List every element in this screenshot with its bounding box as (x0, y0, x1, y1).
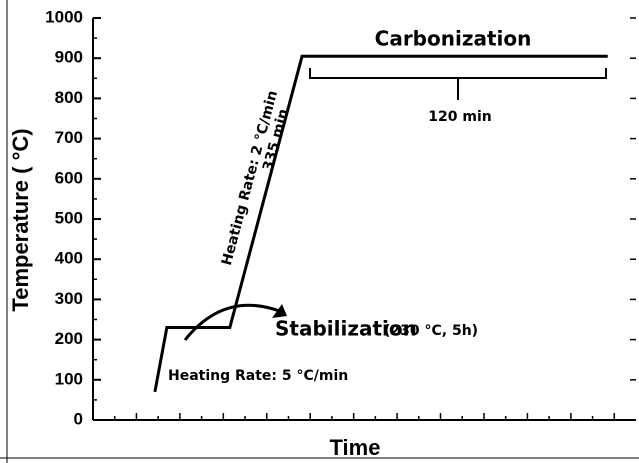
y-tick-label: 400 (55, 249, 83, 268)
y-tick-label: 300 (55, 289, 83, 308)
y-tick-label: 900 (55, 48, 83, 67)
temperature-line (153, 54, 608, 393)
y-tick-label: 800 (55, 88, 83, 107)
annotation: (230 °C, 5h) (384, 323, 478, 339)
arrow (183, 303, 283, 341)
y-axis-label: Temperature ( °C) (8, 128, 33, 311)
annotation: Carbonization (375, 27, 532, 51)
annotation: 120 min (428, 109, 491, 125)
arrow-head (272, 304, 287, 318)
annotation: Stabilization (275, 317, 417, 341)
y-tick-label: 600 (55, 168, 83, 187)
y-tick-label: 200 (55, 329, 83, 348)
y-tick-label: 0 (74, 409, 83, 428)
y-tick-label: 700 (55, 128, 83, 147)
bracket (309, 68, 607, 100)
y-tick-label: 1000 (45, 7, 83, 26)
x-axis-label: Time (330, 435, 381, 460)
annotation: Heating Rate: 2 °C/min (219, 89, 281, 267)
y-tick-label: 100 (55, 369, 83, 388)
y-tick-label: 500 (55, 208, 83, 227)
annotation: Heating Rate: 5 °C/min (168, 368, 348, 384)
